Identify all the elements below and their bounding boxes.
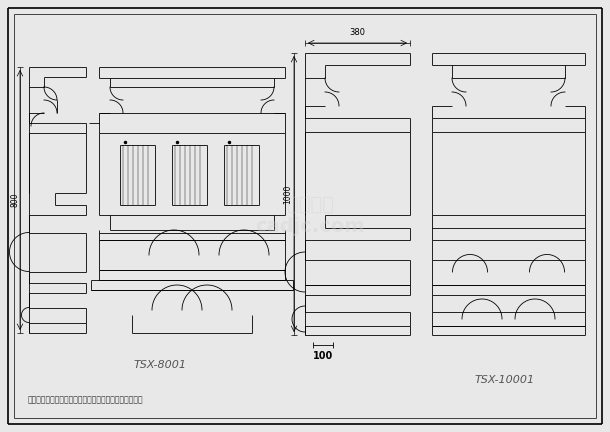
Text: TSX-10001: TSX-10001 xyxy=(475,375,535,385)
Text: 工木在线
cadjc.com: 工木在线 cadjc.com xyxy=(255,194,365,235)
Text: TSX-8001: TSX-8001 xyxy=(134,360,187,370)
Text: 800: 800 xyxy=(10,193,20,207)
Text: 1000: 1000 xyxy=(284,184,293,203)
Text: 100: 100 xyxy=(313,351,333,361)
Text: 说明：可根据客户的要求定作各种各样形状尺寸的腰型。: 说明：可根据客户的要求定作各种各样形状尺寸的腰型。 xyxy=(28,396,143,404)
Text: 380: 380 xyxy=(350,28,365,37)
